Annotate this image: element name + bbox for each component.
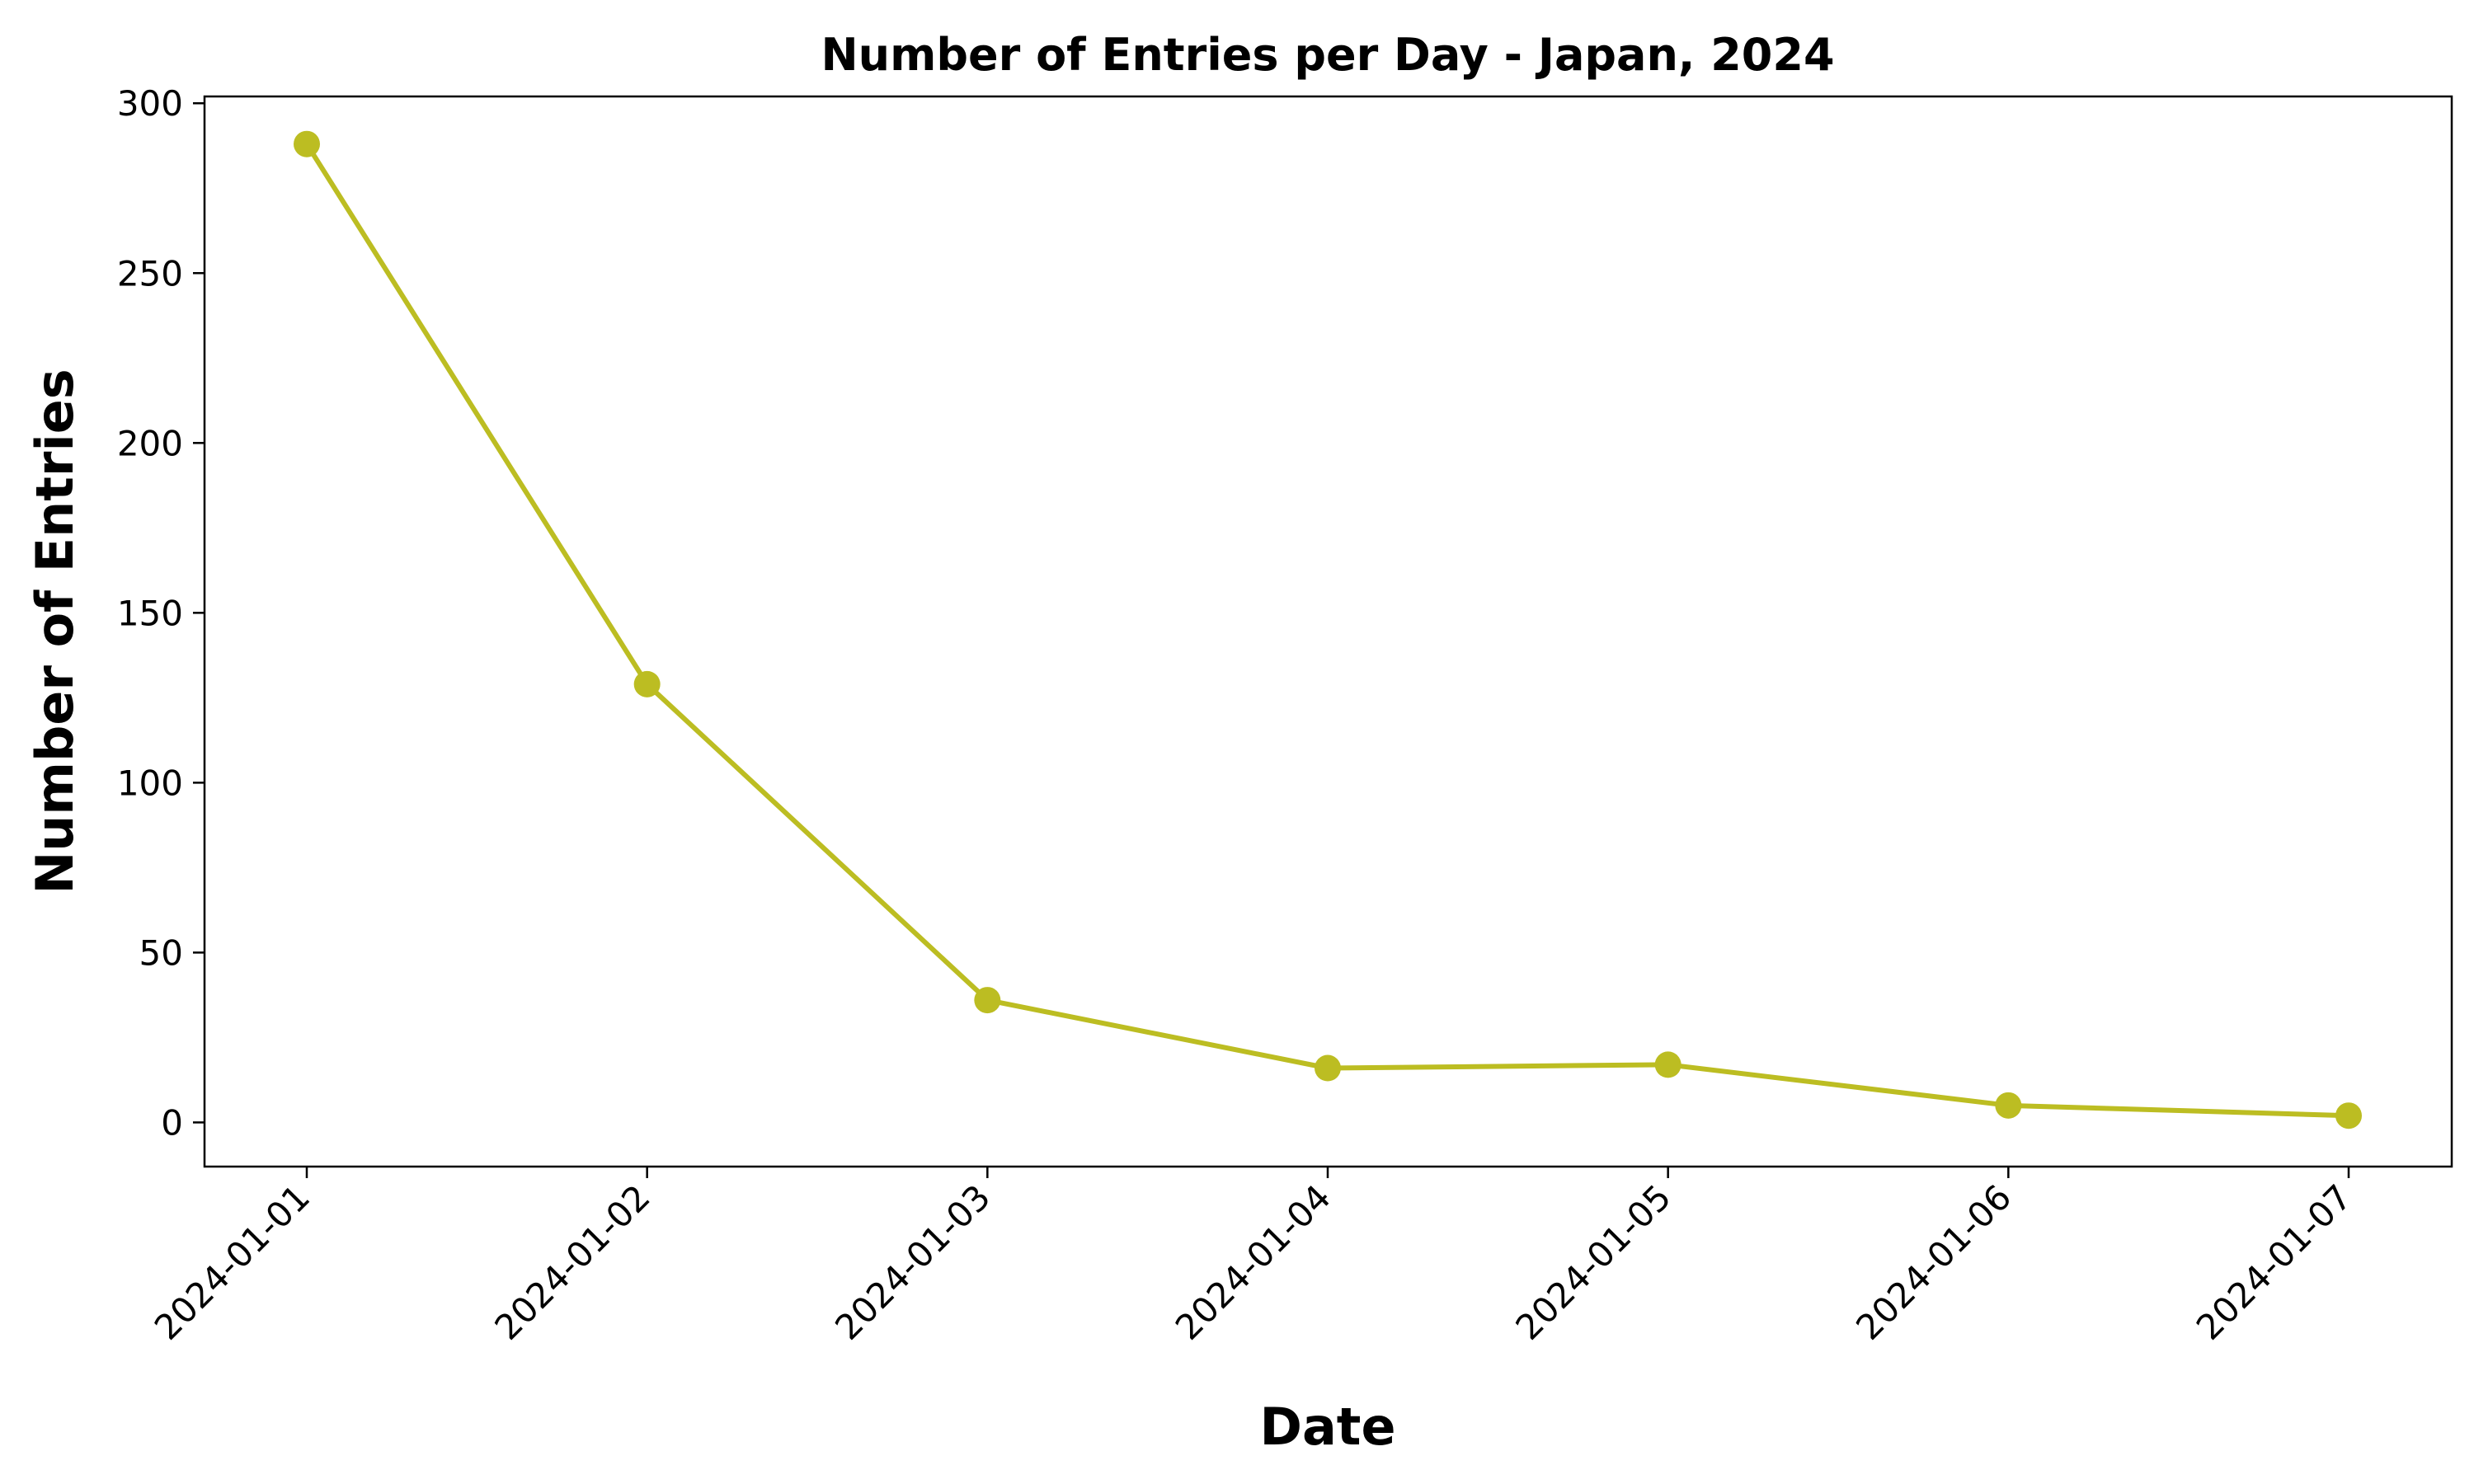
series-group bbox=[294, 130, 2362, 1129]
y-tick-label: 50 bbox=[139, 932, 183, 973]
y-axis: 0 50 100 150 200 250 300 bbox=[117, 83, 205, 1143]
data-point bbox=[1315, 1054, 1341, 1082]
data-point bbox=[294, 130, 320, 157]
y-tick-label: 200 bbox=[117, 423, 183, 463]
y-tick-label: 100 bbox=[117, 763, 183, 803]
y-tick-label: 300 bbox=[117, 83, 183, 124]
data-point bbox=[974, 987, 1001, 1014]
y-tick-label: 0 bbox=[161, 1102, 183, 1143]
data-point bbox=[633, 670, 661, 697]
data-point bbox=[1995, 1092, 2022, 1119]
chart-title: Number of Entries per Day - Japan, 2024 bbox=[821, 29, 1834, 81]
x-axis-label: Date bbox=[1260, 1397, 1396, 1457]
plot-frame bbox=[203, 95, 2453, 1168]
data-point bbox=[2335, 1102, 2362, 1129]
y-axis-label: Number of Entries bbox=[25, 369, 85, 894]
y-tick-label: 250 bbox=[117, 253, 183, 294]
y-tick-label: 150 bbox=[117, 593, 183, 633]
data-point bbox=[1654, 1051, 1681, 1078]
